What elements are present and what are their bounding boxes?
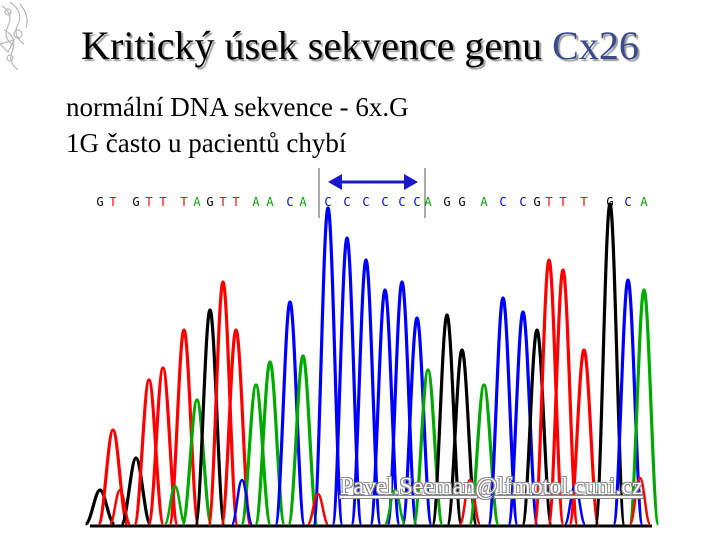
base-call-A: A bbox=[640, 195, 648, 209]
base-call-C: C bbox=[624, 195, 631, 209]
trace-peak-C bbox=[612, 278, 644, 526]
base-call-G: G bbox=[96, 195, 103, 209]
base-call-T: T bbox=[109, 195, 116, 209]
base-call-G: G bbox=[206, 195, 213, 209]
base-call-C: C bbox=[519, 195, 526, 209]
trace-minor-peak bbox=[306, 492, 330, 526]
base-call-C: C bbox=[381, 195, 388, 209]
title-main-text: Kritický úsek sekvence genu bbox=[81, 23, 553, 68]
base-call-T: T bbox=[545, 195, 552, 209]
base-call-G: G bbox=[458, 195, 465, 209]
author-email: Pavel.Seeman@lfmotol.cuni.cz bbox=[340, 474, 643, 500]
corner-decoration bbox=[0, 1, 28, 71]
region-arrow-left-head bbox=[328, 174, 342, 190]
base-call-A: A bbox=[424, 195, 432, 209]
base-call-T: T bbox=[145, 195, 152, 209]
trace-minor-peak bbox=[628, 476, 652, 526]
base-call-A: A bbox=[252, 195, 260, 209]
base-call-G: G bbox=[606, 195, 613, 209]
slide-title: Kritický úsek sekvence genu Cx26 bbox=[0, 22, 720, 69]
base-call-T: T bbox=[180, 195, 187, 209]
trace-peak-C bbox=[274, 300, 306, 526]
trace-peak-T bbox=[533, 258, 565, 526]
base-call-C: C bbox=[413, 195, 420, 209]
trace-peak-T bbox=[568, 348, 600, 526]
base-call-A: A bbox=[299, 195, 307, 209]
title-accent-text: Cx26 bbox=[552, 23, 639, 68]
trace-peak-T bbox=[168, 328, 200, 526]
trace-peak-C bbox=[401, 316, 433, 526]
trace-peak-T bbox=[97, 428, 129, 526]
trace-minor-peak bbox=[230, 478, 254, 526]
base-call-T: T bbox=[232, 195, 239, 209]
trace-peak-C bbox=[386, 280, 418, 526]
subtitle-line-2: 1G často u pacientů chybí bbox=[66, 128, 347, 158]
base-call-G: G bbox=[132, 195, 139, 209]
subtitle-line-1: normální DNA sekvence - 6x.G bbox=[66, 92, 409, 122]
base-call-G: G bbox=[443, 195, 450, 209]
trace-peak-G bbox=[431, 313, 463, 526]
trace-peak-T bbox=[547, 268, 579, 526]
trace-minor-peak bbox=[163, 484, 187, 526]
region-arrow-right-head bbox=[404, 174, 418, 190]
base-call-T: T bbox=[559, 195, 566, 209]
base-call-C: C bbox=[499, 195, 506, 209]
base-call-C: C bbox=[362, 195, 369, 209]
base-call-C: C bbox=[343, 195, 350, 209]
trace-peak-T bbox=[133, 378, 165, 526]
base-call-C: C bbox=[286, 195, 293, 209]
trace-peak-A bbox=[628, 288, 660, 526]
trace-peak-A bbox=[287, 354, 319, 526]
trace-minor-peak bbox=[383, 488, 407, 526]
base-call-G: G bbox=[533, 195, 540, 209]
trace-minor-peak bbox=[563, 484, 587, 526]
base-call-A: A bbox=[266, 195, 274, 209]
trace-peak-A bbox=[181, 398, 213, 526]
base-call-T: T bbox=[219, 195, 226, 209]
base-call-C: C bbox=[398, 195, 405, 209]
trace-peak-G bbox=[194, 308, 226, 526]
trace-peak-C bbox=[507, 310, 539, 526]
base-call-A: A bbox=[480, 195, 488, 209]
base-call-A: A bbox=[193, 195, 201, 209]
base-call-T: T bbox=[580, 195, 587, 209]
trace-peak-C bbox=[369, 288, 401, 526]
trace-peak-G bbox=[521, 328, 553, 526]
trace-peak-G bbox=[84, 488, 116, 526]
trace-minor-peak bbox=[108, 488, 132, 526]
trace-peak-T bbox=[207, 280, 239, 526]
base-call-T: T bbox=[159, 195, 166, 209]
trace-minor-peak bbox=[458, 478, 482, 526]
base-call-C: C bbox=[324, 195, 331, 209]
